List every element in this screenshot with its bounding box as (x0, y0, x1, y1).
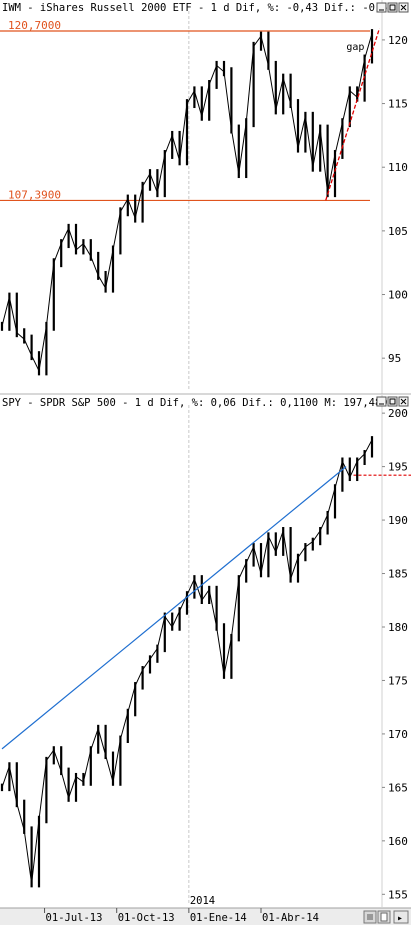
close-button[interactable] (398, 396, 409, 407)
maximize-icon (387, 396, 398, 407)
minimize-icon (376, 2, 387, 13)
iwm-trendline (325, 28, 381, 201)
y-tick-label: 115 (388, 98, 408, 111)
y-tick-label: 110 (388, 161, 408, 174)
close-button[interactable] (398, 2, 409, 13)
spy-price-series (0, 436, 374, 888)
close-glyph-b (400, 398, 407, 405)
iwm-gap-annotation: gap (346, 42, 364, 53)
iwm-y-axis: 95 100 105 110 115 120 (382, 34, 408, 365)
date-axis-bar (0, 908, 411, 925)
year-label: 2014 (190, 895, 215, 907)
close-glyph-b (400, 4, 407, 11)
y-tick-label: 190 (388, 514, 408, 527)
y-tick-label: 160 (388, 835, 408, 848)
y-tick-label: 155 (388, 888, 408, 901)
spy-y-axis: 155 160 165 170 175 180 185 190 195 200 2014 (190, 407, 408, 907)
y-tick-label: 170 (388, 728, 408, 741)
y-tick-label: 185 (388, 568, 408, 581)
date-tick-label: 01-Oct-13 (118, 912, 175, 924)
iwm-title: IWM - iShares Russell 2000 ETF - 1 d Dif… (2, 2, 394, 14)
minimize-button[interactable] (376, 396, 387, 407)
date-tick-label: 01-Ene-14 (190, 912, 247, 924)
maximize-glyph (389, 4, 396, 11)
maximize-icon (387, 2, 398, 13)
iwm-levels: 120,7000 107,3900 (0, 19, 370, 201)
maximize-button[interactable] (387, 2, 398, 13)
date-tick-labels: 01-Jul-13 01-Oct-13 01-Ene-14 01-Abr-14 (44, 908, 319, 924)
y-tick-label: 195 (388, 461, 408, 474)
maximize-button[interactable] (387, 396, 398, 407)
save-icon (367, 914, 373, 920)
date-axis: 01-Jul-13 01-Oct-13 01-Ene-14 01-Abr-14 ▸ (0, 907, 411, 925)
iwm-window-buttons (376, 2, 409, 13)
y-tick-label: 105 (388, 225, 408, 238)
spy-plot-area (0, 395, 382, 907)
spy-trendline (1, 466, 347, 750)
level-label: 107,3900 (8, 188, 61, 201)
iwm-price-series (0, 29, 374, 376)
scroll-arrow-icon: ▸ (397, 913, 403, 924)
y-tick-label: 165 (388, 781, 408, 794)
y-tick-label: 100 (388, 289, 408, 302)
level-label: 120,7000 (8, 19, 61, 32)
y-tick-label: 120 (388, 34, 408, 47)
spy-panel: 155 160 165 170 175 180 185 190 195 200 2014 SPY -… (0, 395, 411, 907)
iwm-trendline-group (325, 28, 381, 201)
iwm-plot-area (0, 0, 382, 394)
y-tick-label: 180 (388, 621, 408, 634)
y-tick-label: 200 (388, 407, 408, 420)
price-line (1, 439, 373, 884)
date-tick-label: 01-Abr-14 (262, 912, 319, 924)
date-tick-label: 01-Jul-13 (46, 912, 103, 924)
price-line (1, 33, 373, 373)
minimize-button[interactable] (376, 2, 387, 13)
page-icon (380, 912, 388, 922)
y-tick-label: 95 (388, 352, 401, 365)
spy-title: SPY - SPDR S&P 500 - 1 d Dif, %: 0,06 Di… (2, 397, 394, 409)
y-tick-label: 175 (388, 674, 408, 687)
scroll-button[interactable] (393, 910, 409, 924)
iwm-panel: 120,7000 107,3900 95 100 105 110 115 120 IWM -… (0, 0, 409, 394)
maximize-glyph (389, 398, 396, 405)
spy-trendline-group (1, 466, 347, 750)
minimize-icon (376, 396, 387, 407)
spy-window-buttons (376, 396, 409, 407)
